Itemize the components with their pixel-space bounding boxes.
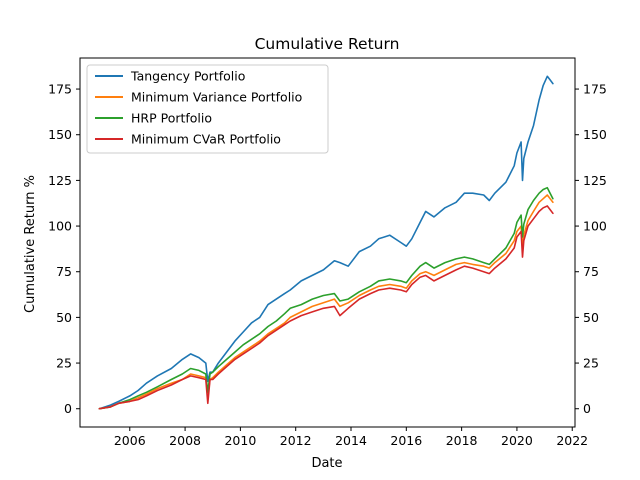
legend-label-3: Minimum CVaR Portfolio bbox=[131, 132, 281, 147]
y-axis-label: Cumulative Return % bbox=[23, 175, 38, 313]
y-tick-label-right: 150 bbox=[583, 127, 607, 142]
x-tick-label: 2010 bbox=[224, 433, 256, 448]
y-tick-label-right: 25 bbox=[583, 356, 599, 371]
y-tick-label-right: 125 bbox=[583, 173, 607, 188]
y-tick-label-right: 0 bbox=[583, 401, 591, 416]
legend-box bbox=[86, 64, 329, 154]
x-tick-label: 2020 bbox=[501, 433, 533, 448]
plot-frame bbox=[79, 57, 576, 428]
series-line-3 bbox=[98, 205, 554, 410]
legend-items: Tangency Portfolio Minimum Variance Portf… bbox=[95, 69, 302, 147]
x-axis-label: Date bbox=[311, 456, 342, 471]
x-tick-label: 2016 bbox=[390, 433, 422, 448]
x-tick-label: 2008 bbox=[169, 433, 201, 448]
y-tick-label-right: 175 bbox=[583, 82, 607, 97]
y-tick-label-left: 175 bbox=[48, 82, 72, 97]
y-tick-label-left: 75 bbox=[56, 264, 72, 279]
y-tick-label-left: 150 bbox=[48, 127, 72, 142]
legend-label-0: Tangency Portfolio bbox=[130, 69, 245, 84]
legend-label-2: HRP Portfolio bbox=[131, 111, 212, 126]
legend-label-1: Minimum Variance Portfolio bbox=[131, 90, 302, 105]
series-layer bbox=[98, 75, 554, 410]
ticks-layer: 2006 2008 2010 2012 2014 2016 2018 2020 2022 0 0 25… bbox=[48, 82, 607, 448]
y-tick-label-right: 100 bbox=[583, 219, 607, 234]
x-tick-label: 2012 bbox=[280, 433, 312, 448]
x-tick-label: 2022 bbox=[556, 433, 588, 448]
y-tick-label-left: 50 bbox=[56, 310, 72, 325]
x-tick-label: 2006 bbox=[114, 433, 146, 448]
y-tick-label-right: 75 bbox=[583, 264, 599, 279]
y-tick-label-left: 125 bbox=[48, 173, 72, 188]
series-line-1 bbox=[98, 194, 554, 410]
y-tick-label-left: 25 bbox=[56, 356, 72, 371]
y-tick-label-right: 50 bbox=[583, 310, 599, 325]
y-tick-label-left: 100 bbox=[48, 219, 72, 234]
x-tick-label: 2018 bbox=[446, 433, 478, 448]
chart-title: Cumulative Return bbox=[255, 35, 400, 53]
x-tick-label: 2014 bbox=[335, 433, 367, 448]
y-tick-label-left: 0 bbox=[64, 401, 72, 416]
legend: Tangency Portfolio Minimum Variance Portf… bbox=[86, 64, 329, 154]
series-line-2 bbox=[98, 186, 554, 410]
series-line-0 bbox=[98, 75, 554, 410]
